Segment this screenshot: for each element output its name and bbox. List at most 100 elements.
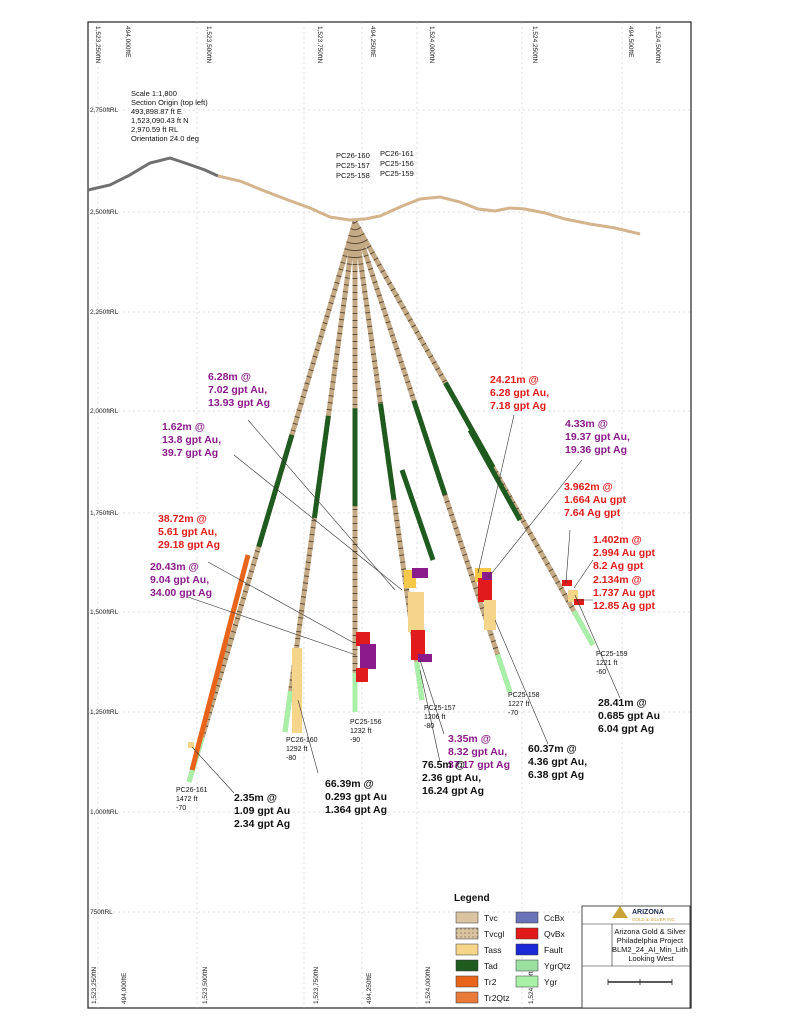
label-leader-lines — [187, 414, 621, 794]
hole-length: 1206 ft — [424, 714, 445, 721]
leader-line — [419, 669, 441, 763]
hole-dip: -80 — [424, 723, 434, 730]
intercept-line: 60.37m @ — [528, 743, 577, 755]
drill-hole-tad-interval — [399, 469, 436, 561]
bottom-axis-label: 494,250ftE — [366, 972, 373, 1004]
elevation-label: 2,250ftRL — [90, 309, 119, 316]
leader-line — [573, 559, 594, 589]
bottom-axis-label: 1,523,750ftN — [313, 966, 320, 1004]
intercept-line: 1.402m @ — [593, 534, 642, 546]
legend-item-ccbx: CcBx — [515, 911, 565, 924]
top-axis-label: 1,524,250ftN — [531, 26, 538, 64]
intercept-line: 0.685 gpt Au — [598, 710, 660, 722]
map-frame — [87, 21, 692, 1009]
hole-id: PC25-158 — [508, 692, 540, 699]
legend-swatch — [455, 991, 479, 1004]
elevation-label: 2,500ftRL — [90, 209, 119, 216]
legend-item-qvbx: QvBx — [515, 927, 566, 940]
intercept-line: 16.24 gpt Ag — [422, 785, 484, 797]
bottom-axis-label: 1,523,500ftN — [202, 966, 209, 1004]
elevation-label: 1,000ftRL — [90, 809, 119, 816]
drill-hole-pc26-160 — [282, 221, 358, 733]
top-axis-label: 1,523,250ftN — [94, 26, 101, 64]
intercept-line: 8.2 Ag gpt — [593, 560, 644, 572]
elevation-label: 1,250ftRL — [90, 709, 119, 716]
bottom-axis-labels: 1,523,250ftN 494,000ftE 1,523,500ftN 1,523,… — [91, 966, 658, 1004]
hole-label-pc26-160: PC26-160 1292 ft -80 — [286, 737, 318, 762]
legend-item-tvc: Tvc — [455, 911, 498, 924]
intercept-line: 4.36 gpt Au, — [528, 756, 587, 768]
intercept-label: 3.35m @8.32 gpt Au,37.17 gpt Ag — [448, 733, 510, 771]
top-axis-labels: 1,523,250ftN 494,000ftE 1,523,500ftN 1,523,… — [94, 26, 661, 64]
intercept-line: 39.7 gpt Ag — [162, 447, 218, 459]
top-axis-label: 494,250ftE — [369, 26, 376, 58]
legend-item-tvcgl: Tvcgl — [455, 927, 504, 940]
intercept-line: 28.41m @ — [598, 697, 647, 709]
company-logo: ARIZONA — [632, 909, 664, 916]
elevation-label: 1,500ftRL — [90, 609, 119, 616]
intercept-line: 6.28 gpt Au, — [490, 387, 549, 399]
hole-dip: -70 — [508, 710, 518, 717]
top-axis-label: 494,000ftE — [124, 26, 131, 58]
hole-label-pc25-156: PC25-156 1232 ft -90 — [350, 719, 382, 744]
legend-label: QvBx — [544, 929, 566, 939]
legend-label: Tr2 — [484, 977, 497, 987]
hole-id: PC25-159 — [596, 651, 628, 658]
legend-label: Tass — [484, 945, 501, 955]
topography-grey — [87, 156, 219, 192]
leader-line — [207, 561, 355, 644]
leader-line — [187, 596, 357, 656]
intercept-label: 28.41m @0.685 gpt Au6.04 gpt Ag — [598, 697, 660, 735]
intercept-label: 24.21m @6.28 gpt Au,7.18 gpt Ag — [490, 374, 549, 412]
intercept-label: 38.72m @5.61 gpt Au,29.18 gpt Ag — [158, 513, 220, 551]
intercept-line: 7.18 gpt Ag — [490, 400, 546, 412]
intercept-line: 2.34 gpt Ag — [234, 818, 290, 830]
intercept-line: 12.85 Ag gpt — [593, 600, 656, 612]
hole-label-pc26-161: PC26-161 1472 ft -70 — [176, 787, 208, 812]
leader-line — [477, 414, 515, 574]
leader-line — [565, 529, 571, 584]
elevation-label: 2,000ftRL — [90, 408, 119, 415]
legend-swatch — [455, 959, 479, 972]
legend-item-tr2: Tr2 — [455, 975, 497, 988]
legend-swatch — [515, 911, 539, 924]
company-logo-mark — [612, 906, 628, 918]
hole-label-pc25-159: PC25-159 1221 ft -60 — [596, 651, 628, 676]
legend-swatch — [455, 911, 479, 924]
drill-hole-ygr-interval — [282, 690, 294, 733]
intercept-label: 6.28m @7.02 gpt Au,13.93 gpt Ag — [208, 371, 270, 409]
legend-swatch — [455, 927, 479, 940]
legend-label: CcBx — [544, 913, 565, 923]
intercept-line: 19.36 gpt Ag — [565, 444, 627, 456]
hole-length: 1232 ft — [350, 728, 371, 735]
intercept-line: 24.21m @ — [490, 374, 539, 386]
intercept-label: 20.43m @9.04 gpt Au,34.00 gpt Ag — [150, 561, 212, 599]
intercept-line: 7.02 gpt Au, — [208, 384, 267, 396]
intercept-label: 60.37m @4.36 gpt Au,6.38 gpt Ag — [528, 743, 587, 781]
legend-swatch — [455, 975, 479, 988]
intercept-line: 38.72m @ — [158, 513, 207, 525]
bottom-axis-label: 1,524,000ftN — [425, 966, 432, 1004]
intercept-line: 37.17 gpt Ag — [448, 759, 510, 771]
top-axis-label: 1,523,750ftN — [316, 26, 323, 64]
intercept-line: 1.62m @ — [162, 421, 205, 433]
legend-label: Tvc — [484, 913, 498, 923]
drill-hole-ygr-interval — [571, 609, 596, 647]
hole-length: 1227 ft — [508, 701, 529, 708]
legend-swatch — [515, 959, 539, 972]
intercept-line: 1.09 gpt Au — [234, 805, 290, 817]
intercept-line: 4.33m @ — [565, 418, 608, 430]
intercept-label: 4.33m @19.37 gpt Au,19.36 gpt Ag — [565, 418, 630, 456]
legend-item-tass: Tass — [455, 943, 501, 956]
drill-hole-tad-interval — [256, 434, 295, 548]
legend-swatch — [515, 943, 539, 956]
leader-line — [494, 619, 549, 745]
leader-line — [574, 594, 621, 699]
grid — [88, 22, 691, 1008]
elevation-label: 1,750ftRL — [90, 510, 119, 517]
intercept-line: 66.39m @ — [325, 778, 374, 790]
drill-hole-pc26-161 — [186, 221, 358, 783]
intercept-line: 3.962m @ — [564, 481, 613, 493]
